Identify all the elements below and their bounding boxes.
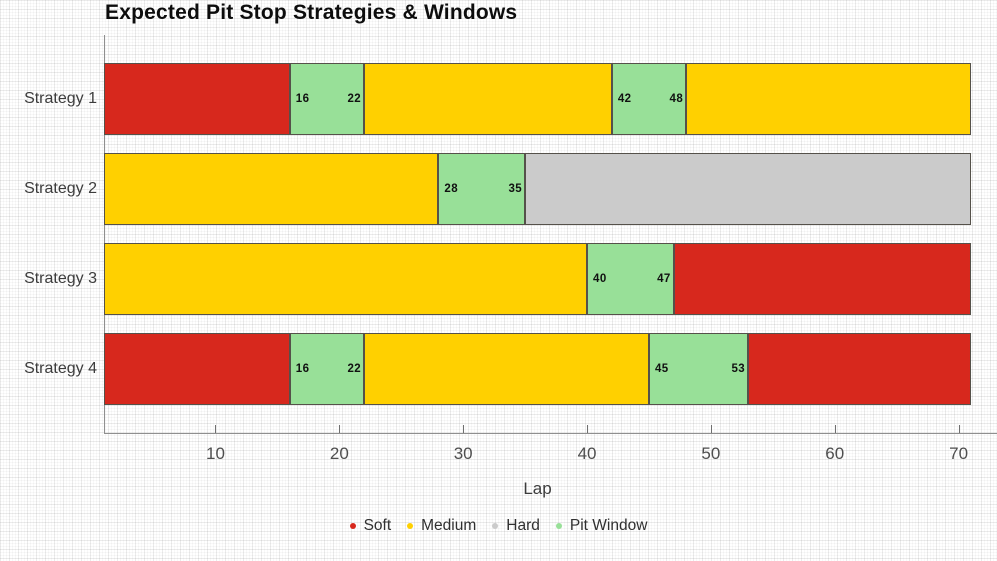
legend-label: Medium [421, 517, 477, 534]
y-axis-label: Strategy 3 [24, 269, 97, 287]
chart-title: Expected Pit Stop Strategies & Windows [105, 1, 518, 24]
y-axis-label: Strategy 2 [24, 179, 97, 197]
pit-window-end-label: 47 [657, 272, 671, 285]
bar-segment-soft [673, 242, 971, 315]
x-tick-mark [215, 425, 217, 433]
pit-window-end-label: 53 [731, 362, 746, 375]
bar-segment-medium [686, 62, 971, 135]
x-tick-mark [463, 425, 465, 433]
pit-window-end-label: 22 [347, 362, 362, 375]
legend-item-soft: Soft [349, 517, 392, 535]
pit-window-end-label: 48 [669, 92, 684, 105]
y-axis-label: Strategy 1 [24, 89, 97, 107]
x-tick-label: 70 [949, 444, 969, 463]
x-tick-label: 50 [701, 444, 721, 463]
x-tick-label: 10 [206, 444, 225, 463]
bar-segment-soft [104, 62, 290, 135]
x-tick-mark [339, 425, 341, 433]
bar-segment-soft [104, 332, 290, 405]
bar-segment-medium [364, 332, 649, 405]
x-tick-label: 20 [329, 444, 349, 463]
pit-window-start-label: 42 [617, 92, 632, 105]
bar-segment-medium [364, 62, 612, 135]
legend: Soft Medium Hard Pit Window [0, 514, 997, 538]
bar-segment-hard [525, 152, 971, 225]
legend-dot-icon [555, 523, 562, 529]
x-tick-mark [587, 425, 589, 433]
bar-segment-pit-window: 28 35 [438, 152, 526, 225]
x-tick-mark [710, 425, 712, 433]
legend-dot-icon [492, 523, 499, 529]
legend-label: Hard [506, 517, 540, 534]
pit-window-end-label: 22 [347, 92, 362, 105]
legend-dot-icon [349, 523, 356, 529]
legend-item-pit-window: Pit Window [555, 517, 648, 535]
y-axis-label: Strategy 4 [24, 359, 97, 377]
bar-segment-pit-window: 40 47 [587, 242, 674, 315]
bar-segment-pit-window: 45 53 [648, 332, 749, 405]
x-tick-mark [834, 425, 836, 433]
bar-segment-pit-window: 42 48 [611, 62, 687, 135]
legend-label: Pit Window [569, 517, 648, 534]
pit-window-start-label: 45 [654, 362, 669, 375]
legend-item-medium: Medium [407, 517, 476, 535]
pit-window-end-label: 35 [508, 182, 523, 195]
legend-dot-icon [407, 523, 414, 529]
bar-segment-medium [104, 242, 588, 315]
x-tick-label: 30 [453, 444, 473, 463]
x-tick-mark [958, 425, 960, 433]
bar-segment-pit-window: 16 22 [289, 62, 365, 135]
legend-item-hard: Hard [492, 517, 540, 535]
pit-window-start-label: 16 [295, 362, 310, 375]
x-tick-label: 60 [825, 444, 845, 463]
bar-segment-soft [748, 332, 971, 405]
pit-window-start-label: 16 [295, 92, 310, 105]
y-axis-line [104, 35, 105, 433]
pit-window-start-label: 28 [444, 182, 458, 195]
x-tick-label: 40 [577, 444, 597, 463]
x-axis-title: Lap [523, 479, 552, 498]
x-axis-line [104, 433, 997, 434]
legend-label: Soft [363, 517, 392, 534]
bar-segment-medium [104, 152, 439, 225]
pit-window-start-label: 40 [593, 272, 607, 285]
bar-segment-pit-window: 16 22 [289, 332, 365, 405]
